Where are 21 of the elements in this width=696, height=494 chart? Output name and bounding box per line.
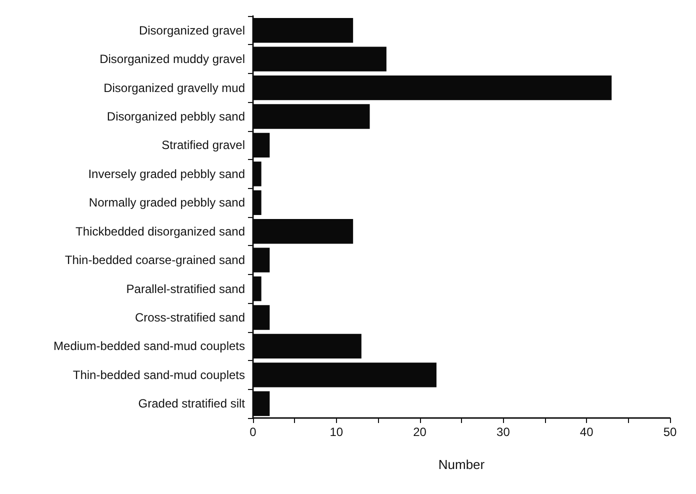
y-tick-label: Disorganized pebbly sand <box>106 110 245 124</box>
y-tick-label: Parallel-stratified sand <box>126 282 245 296</box>
x-axis-title: Number <box>438 457 486 472</box>
x-tick-label: 30 <box>496 425 510 439</box>
y-tick-label: Cross-stratified sand <box>134 310 245 324</box>
y-tick-label: Disorganized gravel <box>138 23 245 38</box>
y-tick-label: Graded stratified silt <box>138 396 246 411</box>
x-tick-label: 50 <box>663 425 677 439</box>
x-tick-label: 10 <box>330 425 344 439</box>
x-tick-label: 40 <box>580 425 594 439</box>
x-tick-label: 0 <box>250 425 257 439</box>
y-tick-label: Thickbedded disorganized sand <box>76 224 245 238</box>
y-tick-label: Disorganized gravelly mud <box>104 80 245 95</box>
y-tick-label: Medium-bedded sand-mud couplets <box>54 339 245 354</box>
x-tick-label: 20 <box>413 425 427 439</box>
y-tick-label: Thin-bedded sand-mud couplets <box>72 368 245 382</box>
y-tick-label: Disorganized muddy gravel <box>100 52 245 66</box>
y-tick-label: Stratified gravel <box>162 138 245 152</box>
y-tick-label: Thin-bedded coarse-grained sand <box>64 253 245 268</box>
y-tick-label: Normally graded pebbly sand <box>88 196 245 210</box>
y-tick-label: Inversely graded pebbly sand <box>88 166 245 181</box>
